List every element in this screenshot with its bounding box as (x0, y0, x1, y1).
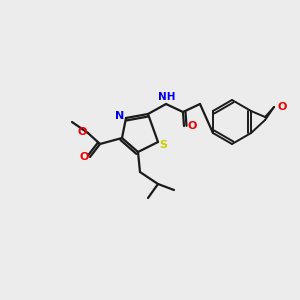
Text: O: O (77, 127, 87, 137)
Text: O: O (187, 121, 197, 131)
Text: S: S (159, 140, 167, 150)
Text: O: O (278, 102, 287, 112)
Text: N: N (116, 111, 124, 121)
Text: NH: NH (158, 92, 176, 102)
Text: O: O (79, 152, 89, 162)
